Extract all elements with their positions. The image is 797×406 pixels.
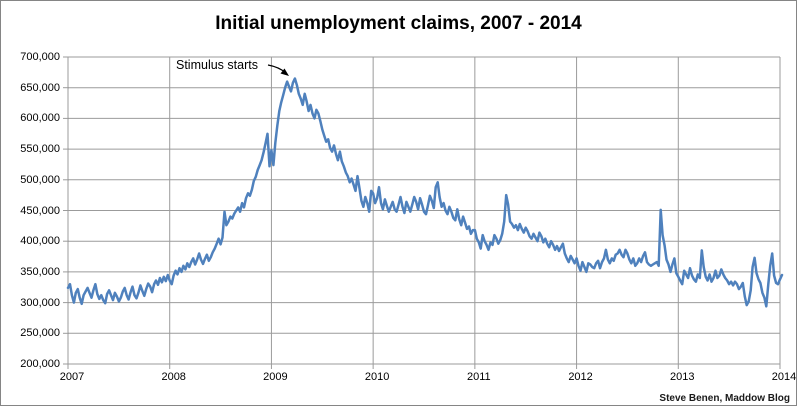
annotation-arrow-icon [267, 64, 289, 76]
x-axis-label: 2008 [161, 371, 186, 383]
x-axis-label: 2014 [771, 371, 797, 383]
chart-title: Initial unemployment claims, 2007 - 2014 [215, 13, 582, 34]
gridlines [67, 56, 781, 365]
y-axis-label: 500,000 [20, 173, 60, 186]
axis-ticks [63, 56, 781, 369]
y-axis-label: 200,000 [20, 358, 60, 370]
y-axis-label: 300,000 [20, 296, 60, 309]
y-axis-label: 650,000 [20, 81, 60, 94]
y-axis-label: 450,000 [20, 204, 60, 217]
x-axis-label: 2011 [467, 371, 491, 383]
x-axis-label: 2007 [59, 371, 85, 383]
annotation-stimulus-starts: Stimulus starts [176, 58, 258, 72]
y-axis-label: 250,000 [20, 327, 60, 340]
source-credit: Steve Benen, Maddow Blog [659, 393, 790, 404]
y-axis-label: 400,000 [20, 235, 60, 248]
claims-line-series [66, 77, 784, 308]
y-axis-label: 350,000 [20, 265, 60, 278]
y-axis-label: 600,000 [20, 112, 60, 125]
y-axis-label: 550,000 [20, 143, 60, 156]
x-axis-label: 2012 [568, 371, 593, 383]
x-axis-label: 2013 [670, 371, 695, 383]
x-axis-label: 2010 [364, 371, 390, 383]
x-axis-label: 2009 [263, 371, 288, 383]
y-axis-label: 700,000 [20, 51, 60, 63]
